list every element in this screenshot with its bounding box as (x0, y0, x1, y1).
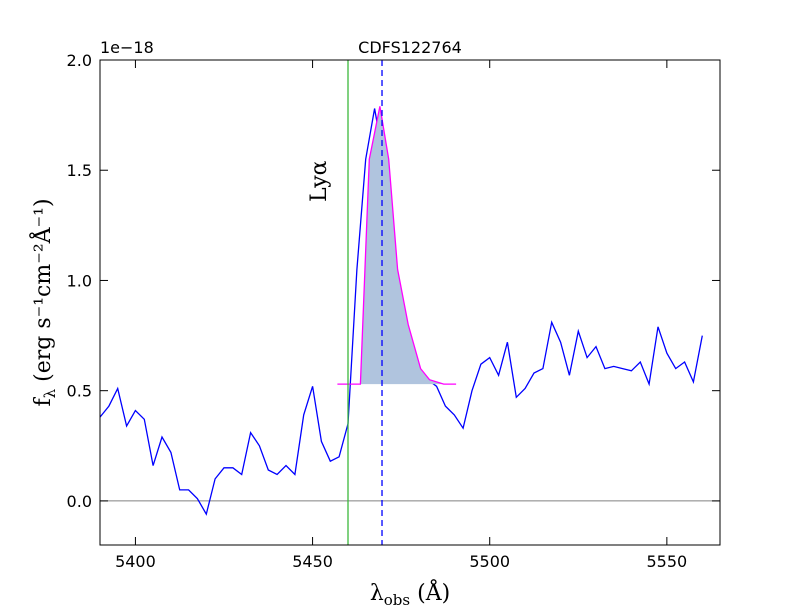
x-axis-label-rest: (Å) (410, 578, 450, 606)
y-tick-label: 0.5 (67, 382, 92, 401)
x-tick-label: 5450 (292, 552, 333, 571)
line-label: Lyα (307, 160, 332, 202)
fit-fill (337, 106, 457, 385)
x-axis-label-main: λ (370, 581, 384, 606)
x-tick-label: 5550 (646, 552, 687, 571)
y-axis-label-main: f (31, 397, 56, 407)
x-tick-label: 5400 (115, 552, 156, 571)
plot-area (100, 60, 720, 545)
y-tick-label: 1.5 (67, 161, 92, 180)
y-tick-label: 1.0 (67, 271, 92, 290)
y-axis-label: fλ (erg s⁻¹cm⁻²Å⁻¹) (28, 198, 59, 406)
y-axis-label-rest: (erg s⁻¹cm⁻²Å⁻¹) (28, 198, 56, 388)
fit-line (337, 106, 457, 385)
x-axis-label: λobs (Å) (370, 578, 450, 607)
offset-text: 1e−18 (100, 38, 154, 57)
x-axis-label-sub: obs (384, 591, 410, 607)
y-axis-label-sub: λ (41, 388, 59, 398)
y-tick-label: 0.0 (67, 492, 92, 511)
chart-title: CDFS122764 (358, 38, 462, 57)
y-tick-label: 2.0 (67, 51, 92, 70)
x-tick-label: 5500 (469, 552, 510, 571)
plot-frame (99, 59, 721, 546)
